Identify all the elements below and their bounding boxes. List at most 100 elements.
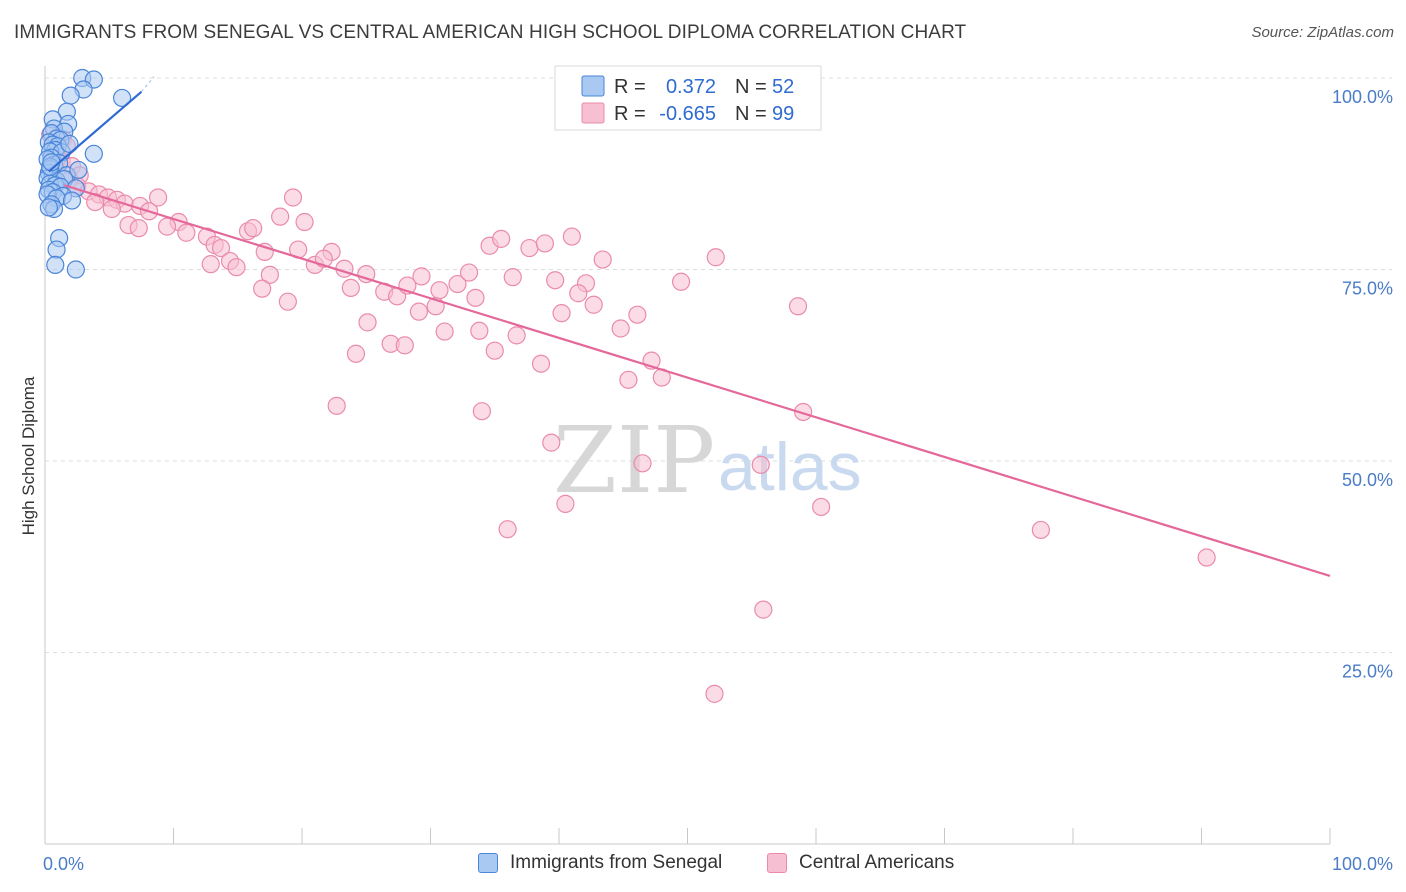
senegal-point-4 bbox=[112, 88, 132, 108]
legend-n-value-1: 52 bbox=[772, 76, 794, 98]
central-point-64 bbox=[341, 278, 360, 297]
central-point-77 bbox=[611, 319, 630, 338]
legend-n-label-2: N = bbox=[735, 103, 767, 125]
y-axis-title: High School Diploma bbox=[19, 376, 38, 535]
source-label: Source: ZipAtlas.com bbox=[1251, 24, 1394, 41]
central-point-61 bbox=[278, 292, 297, 311]
central-point-51 bbox=[546, 271, 565, 290]
correlation-legend: R = 0.372 N = 52 R = -0.665 N = 99 bbox=[554, 65, 822, 131]
central-point-56 bbox=[201, 255, 220, 274]
central-point-68 bbox=[409, 302, 429, 321]
senegal-point-40 bbox=[62, 191, 82, 210]
x-tick-label-min: 0.0% bbox=[43, 854, 84, 874]
central-point-81 bbox=[706, 248, 725, 267]
central-point-27 bbox=[211, 238, 231, 258]
central-point-50 bbox=[535, 234, 554, 253]
watermark-atlas: atlas bbox=[718, 429, 862, 505]
legend-n-value-2: 99 bbox=[772, 103, 794, 125]
central-point-43 bbox=[448, 274, 467, 294]
legend-item-central[interactable]: Central Americans bbox=[767, 852, 954, 874]
central-point-55 bbox=[569, 284, 588, 303]
central-point-94 bbox=[788, 297, 808, 316]
central-point-76 bbox=[584, 295, 603, 314]
grid-lines bbox=[45, 77, 1392, 653]
central-point-29 bbox=[244, 219, 263, 238]
central-point-80 bbox=[671, 272, 691, 291]
series-immigrants-from-senegal bbox=[38, 68, 132, 279]
legend-n-label-1: N = bbox=[735, 76, 767, 98]
central-point-16 bbox=[102, 199, 121, 219]
central-point-58 bbox=[227, 258, 246, 277]
y-tick-label-2: 50.0% bbox=[1342, 470, 1393, 490]
central-point-96 bbox=[1197, 548, 1216, 567]
senegal-point-50 bbox=[69, 160, 88, 180]
legend-r-value-1: 0.372 bbox=[666, 76, 716, 98]
central-point-31 bbox=[271, 207, 290, 226]
legend-r-label-1: R = bbox=[614, 76, 646, 98]
central-point-71 bbox=[470, 321, 489, 340]
central-point-91 bbox=[751, 455, 770, 474]
legend-swatch-central bbox=[581, 102, 605, 124]
y-tick-label-3: 25.0% bbox=[1342, 662, 1393, 682]
chart-title: IMMIGRANTS FROM SENEGAL VS CENTRAL AMERI… bbox=[14, 22, 967, 43]
central-point-32 bbox=[283, 188, 303, 207]
watermark: ZIP atlas bbox=[553, 407, 862, 514]
central-point-75 bbox=[552, 304, 571, 323]
central-point-59 bbox=[260, 265, 279, 284]
legend-item-senegal[interactable]: Immigrants from Senegal bbox=[478, 852, 722, 874]
legend-r-value-2: -0.665 bbox=[659, 103, 716, 125]
central-point-97 bbox=[754, 600, 773, 619]
central-point-65 bbox=[358, 313, 377, 332]
central-point-84 bbox=[346, 344, 366, 363]
central-point-85 bbox=[327, 396, 346, 415]
trend-line-senegal bbox=[48, 90, 143, 173]
central-point-37 bbox=[357, 264, 376, 284]
central-point-78 bbox=[628, 305, 647, 324]
legend-swatch-central-bottom bbox=[767, 853, 787, 873]
senegal-point-45 bbox=[47, 240, 66, 259]
central-point-44 bbox=[459, 263, 479, 282]
senegal-point-18 bbox=[84, 144, 103, 163]
central-point-49 bbox=[520, 238, 539, 258]
senegal-point-3 bbox=[61, 86, 80, 105]
central-point-74 bbox=[531, 354, 551, 373]
central-point-52 bbox=[562, 227, 581, 246]
central-point-73 bbox=[507, 326, 526, 345]
senegal-point-43 bbox=[39, 198, 58, 217]
legend-r-label-2: R = bbox=[614, 103, 646, 125]
central-point-98 bbox=[705, 684, 724, 703]
central-point-33 bbox=[295, 212, 314, 232]
legend-label-central: Central Americans bbox=[799, 852, 955, 873]
central-point-42 bbox=[430, 281, 449, 300]
central-point-95 bbox=[1031, 520, 1050, 540]
central-point-86 bbox=[472, 402, 491, 421]
trend-lines bbox=[48, 76, 1331, 577]
central-point-60 bbox=[253, 279, 272, 298]
legend-label-senegal: Immigrants from Senegal bbox=[510, 852, 723, 873]
x-tick-label-max: 100.0% bbox=[1332, 854, 1393, 874]
central-point-92 bbox=[794, 402, 813, 422]
y-tick-label-0: 100.0% bbox=[1332, 87, 1393, 107]
central-point-72 bbox=[485, 341, 504, 360]
trend-line-central bbox=[63, 184, 1331, 577]
central-point-24 bbox=[177, 223, 196, 242]
central-point-41 bbox=[412, 267, 431, 286]
central-point-90 bbox=[633, 454, 652, 473]
central-point-70 bbox=[435, 322, 454, 341]
central-point-54 bbox=[593, 250, 612, 269]
senegal-point-47 bbox=[66, 260, 85, 279]
y-tick-label-1: 75.0% bbox=[1342, 279, 1393, 299]
central-point-67 bbox=[395, 336, 414, 355]
series-legend: Immigrants from Senegal Central American… bbox=[0, 852, 1406, 878]
central-point-23 bbox=[157, 217, 177, 236]
central-point-15 bbox=[86, 192, 105, 212]
central-point-19 bbox=[148, 188, 168, 207]
central-point-45 bbox=[466, 288, 485, 307]
central-point-48 bbox=[503, 268, 522, 287]
legend-swatch-senegal bbox=[581, 75, 605, 97]
central-point-22 bbox=[129, 219, 148, 238]
central-point-47 bbox=[492, 229, 511, 248]
y-tick-labels: 100.0% 75.0% 50.0% 25.0% bbox=[1332, 87, 1393, 682]
central-point-82 bbox=[619, 370, 638, 389]
